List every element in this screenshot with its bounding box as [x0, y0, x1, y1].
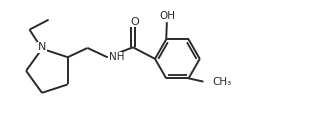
Text: NH: NH	[109, 52, 124, 62]
Text: O: O	[130, 17, 139, 27]
Text: CH₃: CH₃	[212, 77, 232, 87]
Text: N: N	[38, 42, 46, 52]
Text: OH: OH	[159, 11, 175, 21]
